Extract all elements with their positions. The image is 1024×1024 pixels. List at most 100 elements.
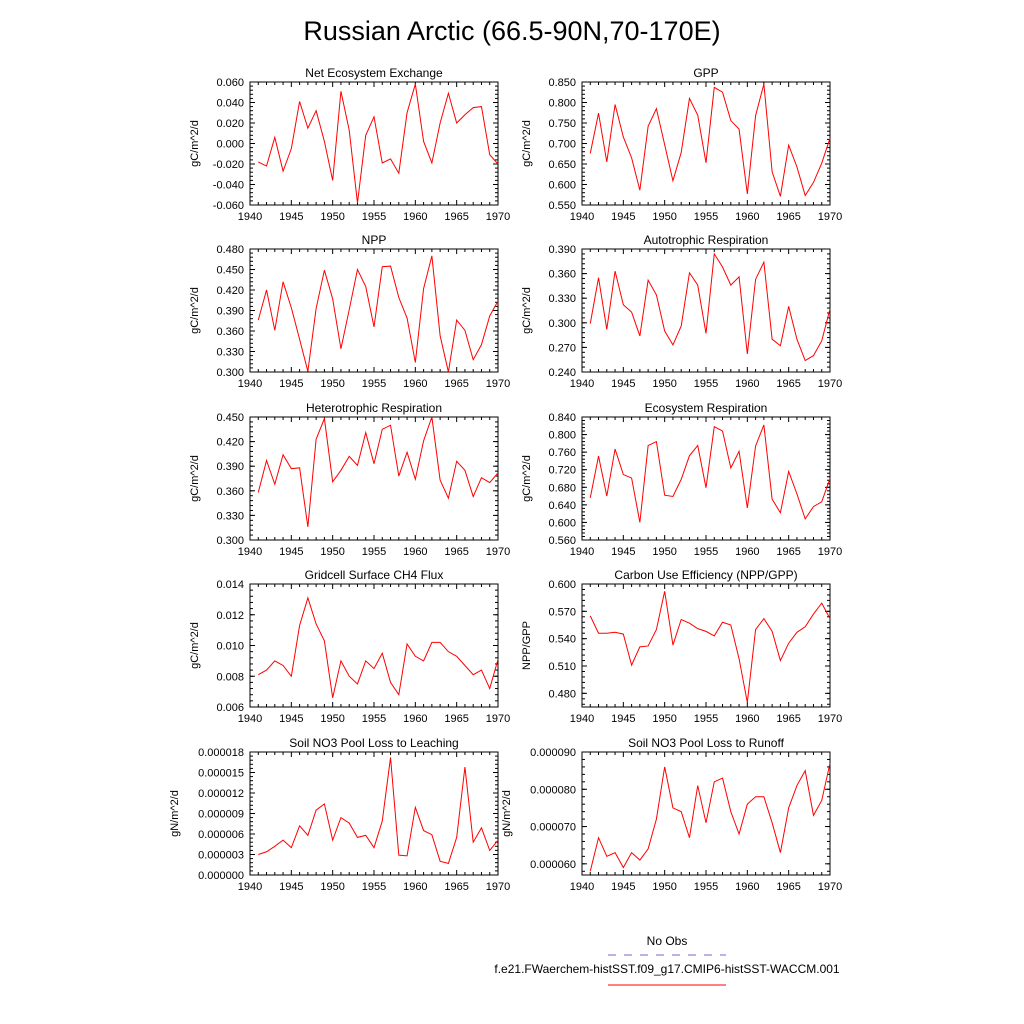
panel-ecosystem-respiration-ytick-label: 0.760: [548, 447, 576, 459]
panel-autotrophic-respiration-ytick-label: 0.360: [548, 269, 576, 281]
panel-carbon-use-efficiency-npp-gpp-ytick-label: 0.540: [548, 634, 576, 646]
panel-net-ecosystem-exchange-ytick-label: 0.020: [216, 118, 244, 130]
panel-soil-no3-pool-loss-to-leaching-ytick-label: 0.000003: [198, 850, 244, 862]
panel-soil-no3-pool-loss-to-runoff-xtick-label: 1970: [818, 881, 842, 893]
panel-gridcell-surface-ch4-flux-ytick-label: 0.014: [216, 579, 244, 591]
panel-gpp-series-line: [589, 83, 831, 197]
panel-soil-no3-pool-loss-to-leaching-ytick-label: 0.000000: [198, 870, 244, 882]
panel-gridcell-surface-ch4-flux-frame: [249, 583, 499, 708]
panel-soil-no3-pool-loss-to-runoff-xtick-label: 1965: [776, 881, 800, 893]
panels: Net Ecosystem Exchange 1940 1945 1950 1955 19…: [169, 66, 842, 893]
panel-gridcell-surface-ch4-flux-xtick-label: 1955: [362, 713, 386, 725]
panel-ecosystem-respiration: Ecosystem Respiration 1940 1945 1950 1955 196…: [521, 401, 842, 558]
panel-carbon-use-efficiency-npp-gpp-ytick-label: 0.570: [548, 606, 576, 618]
panel-heterotrophic-respiration-frame: [249, 416, 499, 541]
panel-npp-ytick-label: 0.300: [216, 367, 244, 379]
panel-ecosystem-respiration-ytick-label: 0.720: [548, 465, 576, 477]
panel-heterotrophic-respiration-ytick-label: 0.300: [216, 535, 244, 547]
panel-carbon-use-efficiency-npp-gpp-ylabel: NPP/GPP: [521, 621, 533, 670]
panel-gpp-xtick-label: 1970: [818, 211, 842, 223]
panel-carbon-use-efficiency-npp-gpp-ytick-label: 0.600: [548, 579, 576, 591]
panel-ecosystem-respiration-ytick-label: 0.840: [548, 412, 576, 424]
panel-carbon-use-efficiency-npp-gpp-xtick-label: 1970: [818, 713, 842, 725]
panel-soil-no3-pool-loss-to-leaching-ytick-label: 0.000012: [198, 788, 244, 800]
figure-title: Russian Arctic (66.5-90N,70-170E): [303, 16, 720, 46]
panel-autotrophic-respiration-ytick-label: 0.240: [548, 367, 576, 379]
panel-gridcell-surface-ch4-flux-xtick-label: 1940: [238, 713, 262, 725]
panel-soil-no3-pool-loss-to-runoff-ytick-label: 0.000060: [530, 859, 576, 871]
panel-gpp-xtick-label: 1940: [570, 211, 594, 223]
panel-ecosystem-respiration-ytick-label: 0.600: [548, 517, 576, 529]
panel-soil-no3-pool-loss-to-runoff-xtick-label: 1960: [735, 881, 759, 893]
panel-net-ecosystem-exchange-series-line: [258, 83, 499, 204]
panel-gridcell-surface-ch4-flux-xtick-label: 1950: [320, 713, 344, 725]
panel-carbon-use-efficiency-npp-gpp-series-line: [589, 591, 831, 703]
panel-net-ecosystem-exchange-ytick-label: 0.060: [216, 77, 244, 89]
panel-autotrophic-respiration-ytick-label: 0.330: [548, 293, 576, 305]
panel-net-ecosystem-exchange-xtick-label: 1940: [238, 211, 262, 223]
panel-ecosystem-respiration-xtick-label: 1950: [652, 546, 676, 558]
panel-soil-no3-pool-loss-to-leaching-xtick-label: 1945: [279, 881, 303, 893]
panel-soil-no3-pool-loss-to-runoff-ylabel: gN/m^2/d: [501, 790, 513, 837]
panel-npp-xtick-label: 1960: [403, 378, 427, 390]
panel-soil-no3-pool-loss-to-leaching-ytick-label: 0.000006: [198, 829, 244, 841]
panel-net-ecosystem-exchange-xtick-label: 1950: [320, 211, 344, 223]
panel-soil-no3-pool-loss-to-leaching-xtick-label: 1955: [362, 881, 386, 893]
panel-soil-no3-pool-loss-to-leaching-ytick-label: 0.000015: [198, 768, 244, 780]
panel-net-ecosystem-exchange: Net Ecosystem Exchange 1940 1945 1950 1955 19…: [189, 66, 510, 223]
panel-ecosystem-respiration-ylabel: gC/m^2/d: [521, 455, 533, 502]
panel-gpp-xtick-label: 1950: [652, 211, 676, 223]
panel-gpp-xtick-label: 1965: [776, 211, 800, 223]
panel-gpp-frame: [581, 81, 831, 206]
panel-net-ecosystem-exchange-ytick-label: -0.060: [213, 200, 244, 212]
panel-autotrophic-respiration-xtick-label: 1955: [694, 378, 718, 390]
panel-net-ecosystem-exchange-ytick-label: -0.020: [213, 159, 244, 171]
panel-npp-ylabel: gC/m^2/d: [189, 287, 201, 334]
panel-soil-no3-pool-loss-to-runoff: Soil NO3 Pool Loss to Runoff 1940 1945 1950…: [501, 736, 842, 893]
panel-heterotrophic-respiration-xtick-label: 1970: [486, 546, 510, 558]
panel-net-ecosystem-exchange-ytick-label: 0.040: [216, 98, 244, 110]
panel-heterotrophic-respiration-title: Heterotrophic Respiration: [306, 401, 442, 415]
panel-autotrophic-respiration-xtick-label: 1950: [652, 378, 676, 390]
panel-gridcell-surface-ch4-flux-title: Gridcell Surface CH4 Flux: [305, 568, 444, 582]
panel-gridcell-surface-ch4-flux: Gridcell Surface CH4 Flux 1940 1945 1950 195…: [189, 568, 510, 725]
panel-soil-no3-pool-loss-to-leaching-ylabel: gN/m^2/d: [169, 790, 181, 837]
panel-gridcell-surface-ch4-flux-series-line: [258, 596, 499, 698]
panel-net-ecosystem-exchange-xtick-label: 1960: [403, 211, 427, 223]
panel-soil-no3-pool-loss-to-runoff-ytick-label: 0.000090: [530, 747, 576, 759]
panel-autotrophic-respiration-xtick-label: 1960: [735, 378, 759, 390]
panel-npp-title: NPP: [362, 233, 387, 247]
panel-autotrophic-respiration-title: Autotrophic Respiration: [644, 233, 769, 247]
panel-npp-frame: [249, 248, 499, 373]
panel-heterotrophic-respiration-xtick-label: 1945: [279, 546, 303, 558]
panel-ecosystem-respiration-ytick-label: 0.800: [548, 430, 576, 442]
panel-autotrophic-respiration-ytick-label: 0.270: [548, 342, 576, 354]
panel-carbon-use-efficiency-npp-gpp: Carbon Use Efficiency (NPP/GPP) 1940 1945 1…: [521, 568, 842, 725]
panel-gpp-ytick-label: 0.750: [548, 118, 576, 130]
panel-autotrophic-respiration-ytick-label: 0.300: [548, 318, 576, 330]
panel-soil-no3-pool-loss-to-runoff-title: Soil NO3 Pool Loss to Runoff: [628, 736, 785, 750]
panel-gpp-title: GPP: [693, 66, 718, 80]
panel-ecosystem-respiration-ytick-label: 0.640: [548, 500, 576, 512]
panel-autotrophic-respiration-ytick-label: 0.390: [548, 244, 576, 256]
panel-net-ecosystem-exchange-ytick-label: 0.000: [216, 139, 244, 151]
panel-gpp-ytick-label: 0.600: [548, 180, 576, 192]
panel-npp-xtick-label: 1950: [320, 378, 344, 390]
panel-heterotrophic-respiration-xtick-label: 1960: [403, 546, 427, 558]
panel-autotrophic-respiration-frame: [581, 248, 831, 373]
panel-heterotrophic-respiration-xtick-label: 1955: [362, 546, 386, 558]
panel-carbon-use-efficiency-npp-gpp-ytick-label: 0.480: [548, 688, 576, 700]
panel-soil-no3-pool-loss-to-runoff-ytick-label: 0.000070: [530, 822, 576, 834]
panel-npp: NPP 1940 1945 1950 1955 1960 1965 1970 0.300 0.33…: [189, 233, 510, 390]
panel-gpp-ytick-label: 0.700: [548, 139, 576, 151]
panel-npp-xtick-label: 1945: [279, 378, 303, 390]
panel-soil-no3-pool-loss-to-leaching-xtick-label: 1950: [320, 881, 344, 893]
panel-autotrophic-respiration-xtick-label: 1945: [611, 378, 635, 390]
panel-net-ecosystem-exchange-xtick-label: 1945: [279, 211, 303, 223]
panel-npp-xtick-label: 1970: [486, 378, 510, 390]
panel-heterotrophic-respiration-ylabel: gC/m^2/d: [189, 455, 201, 502]
panel-ecosystem-respiration-frame: [581, 416, 831, 541]
panel-autotrophic-respiration-ylabel: gC/m^2/d: [521, 287, 533, 334]
panel-heterotrophic-respiration-ytick-label: 0.330: [216, 510, 244, 522]
